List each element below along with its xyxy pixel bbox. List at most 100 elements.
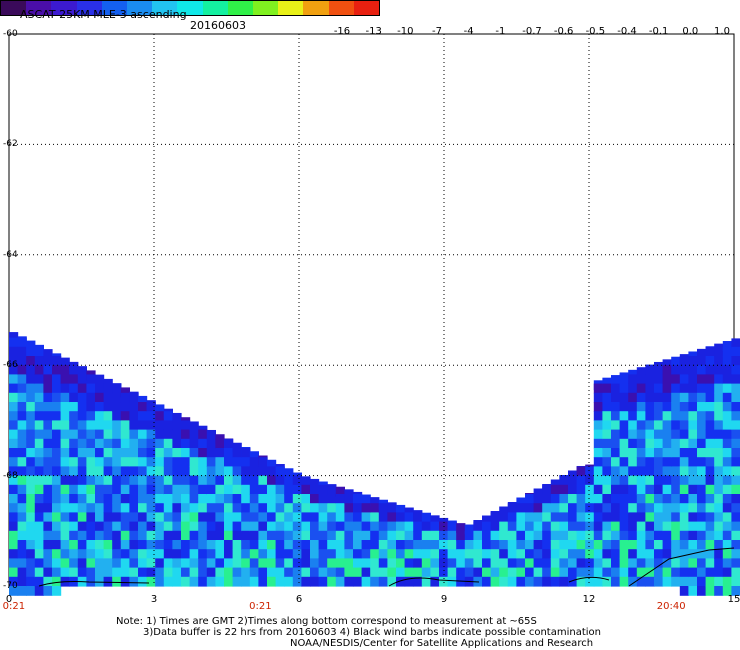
data-cell [714, 503, 724, 513]
data-cell [77, 402, 87, 412]
data-cell [52, 438, 62, 449]
data-cell [456, 523, 466, 533]
data-cell [662, 420, 672, 431]
colorbar-label: -1 [495, 26, 506, 37]
data-cell [146, 411, 156, 421]
data-cell [697, 374, 707, 385]
data-cell [258, 475, 268, 486]
data-cell [292, 567, 302, 578]
data-cell [275, 530, 285, 541]
data-cell [232, 448, 242, 458]
colorbar-swatch [51, 1, 77, 15]
data-cell [714, 540, 724, 550]
data-cell [353, 521, 363, 532]
data-cell [619, 540, 629, 550]
data-cell [636, 466, 646, 477]
data-cell [662, 429, 672, 440]
data-cell [430, 540, 440, 550]
data-cell [645, 374, 655, 385]
data-cell [525, 567, 535, 578]
data-cell [533, 576, 543, 587]
data-cell [705, 402, 715, 412]
data-cell [705, 567, 715, 578]
data-cell [146, 521, 156, 532]
data-cell [95, 558, 105, 569]
data-cell [120, 576, 130, 587]
data-cell [619, 475, 629, 486]
data-cell [671, 512, 681, 523]
data-cell [155, 512, 165, 523]
data-cell [628, 549, 638, 559]
note-line-1: Note: 1) Times are GMT 2)Times along bot… [116, 616, 537, 627]
data-cell [181, 521, 191, 532]
data-cell [34, 438, 44, 449]
data-cell [619, 448, 629, 458]
data-cell [43, 484, 53, 495]
data-cell [542, 567, 552, 578]
data-cell [310, 484, 320, 495]
data-cell [722, 420, 732, 431]
data-cell [636, 438, 646, 449]
data-cell [34, 420, 44, 431]
data-cell [52, 383, 62, 394]
data-cell [542, 503, 552, 513]
data-cell [404, 576, 414, 587]
data-cell [645, 392, 655, 403]
data-cell [525, 549, 535, 559]
data-cell [387, 576, 397, 587]
data-cell [301, 512, 311, 523]
data-cell [172, 420, 182, 431]
data-cell [662, 359, 672, 370]
data-cell [611, 503, 621, 513]
colorbar-label: -16 [333, 26, 351, 37]
data-cell [353, 567, 363, 578]
data-cell [507, 530, 517, 541]
data-cell [697, 484, 707, 495]
data-cell [60, 558, 70, 569]
data-cell [232, 484, 242, 495]
data-cell [662, 392, 672, 403]
data-cell [26, 411, 36, 421]
data-cell [206, 521, 216, 532]
data-cell [232, 503, 242, 513]
data-cell [155, 567, 165, 578]
data-cell [138, 494, 148, 504]
data-cell [456, 540, 466, 550]
data-cell [645, 438, 655, 449]
data-cell [318, 521, 328, 532]
data-cell [602, 466, 612, 477]
data-cell [602, 521, 612, 532]
data-cell [602, 494, 612, 504]
data-cell [335, 576, 345, 587]
data-cell [9, 356, 19, 366]
data-cell [198, 503, 208, 513]
data-cell [387, 521, 397, 532]
data-cell [172, 567, 182, 578]
data-cell [9, 540, 19, 550]
data-cell [52, 356, 62, 366]
data-cell [189, 457, 199, 467]
colorbar-swatch [303, 1, 329, 15]
data-cell [731, 484, 740, 495]
data-cell [26, 466, 36, 477]
data-cell [378, 512, 388, 523]
data-cell [17, 521, 27, 532]
data-cell [224, 549, 234, 559]
data-cell [163, 420, 173, 431]
data-cell [619, 567, 629, 578]
data-cell [636, 530, 646, 541]
data-cell [206, 475, 216, 486]
data-cell [482, 515, 492, 526]
data-cell [636, 420, 646, 431]
data-cell [284, 576, 294, 587]
data-cell [688, 512, 698, 523]
data-cell [86, 466, 96, 477]
data-cell [688, 402, 698, 412]
data-cell [232, 558, 242, 569]
data-cell [120, 503, 130, 513]
data-cell [267, 567, 277, 578]
data-cell [138, 457, 148, 467]
data-cell [611, 429, 621, 440]
data-cell [697, 512, 707, 523]
data-cell [224, 494, 234, 504]
